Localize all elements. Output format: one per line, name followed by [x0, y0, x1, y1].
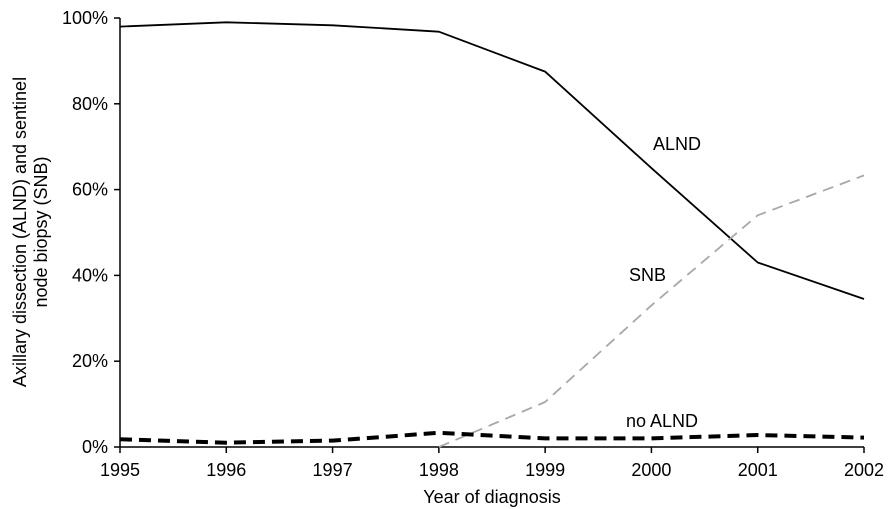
axes	[119, 18, 864, 448]
x-axis-title: Year of diagnosis	[423, 487, 560, 507]
x-tick-label: 1997	[313, 460, 353, 480]
series-line-snb	[438, 174, 865, 448]
x-tick-label: 1998	[419, 460, 459, 480]
y-tick-label: 80%	[72, 94, 108, 114]
x-tick-label: 2002	[844, 460, 884, 480]
x-tick-label: 1995	[100, 460, 140, 480]
y-axis-title: Axillary dissection (ALND) and sentinel …	[10, 77, 51, 387]
y-tick-label: 20%	[72, 351, 108, 371]
y-tick-label: 60%	[72, 180, 108, 200]
x-tick-label: 2001	[738, 460, 778, 480]
x-tick-label: 1996	[206, 460, 246, 480]
series-label-alnd: ALND	[653, 134, 701, 154]
y-ticks: 0% 20% 40% 60% 80% 100%	[62, 8, 120, 457]
series-line-alnd	[119, 21, 865, 300]
x-tick-label: 1999	[525, 460, 565, 480]
y-tick-label: 0%	[82, 437, 108, 457]
series-label-no-alnd: no ALND	[626, 411, 698, 431]
series-label-snb: SNB	[629, 265, 666, 285]
x-tick-label: 2000	[631, 460, 671, 480]
y-axis-title-line-2: node biopsy (SNB)	[31, 156, 51, 307]
series-lines	[119, 21, 865, 448]
y-tick-label: 40%	[72, 265, 108, 285]
y-tick-label: 100%	[62, 8, 108, 28]
x-ticks: 1995 1996 1997 1998 1999 2000 2001 2002	[100, 447, 884, 480]
series-line-no-alnd	[119, 430, 865, 445]
series-labels: ALND SNB no ALND	[626, 134, 701, 431]
y-axis-title-line-1: Axillary dissection (ALND) and sentinel	[10, 77, 30, 387]
